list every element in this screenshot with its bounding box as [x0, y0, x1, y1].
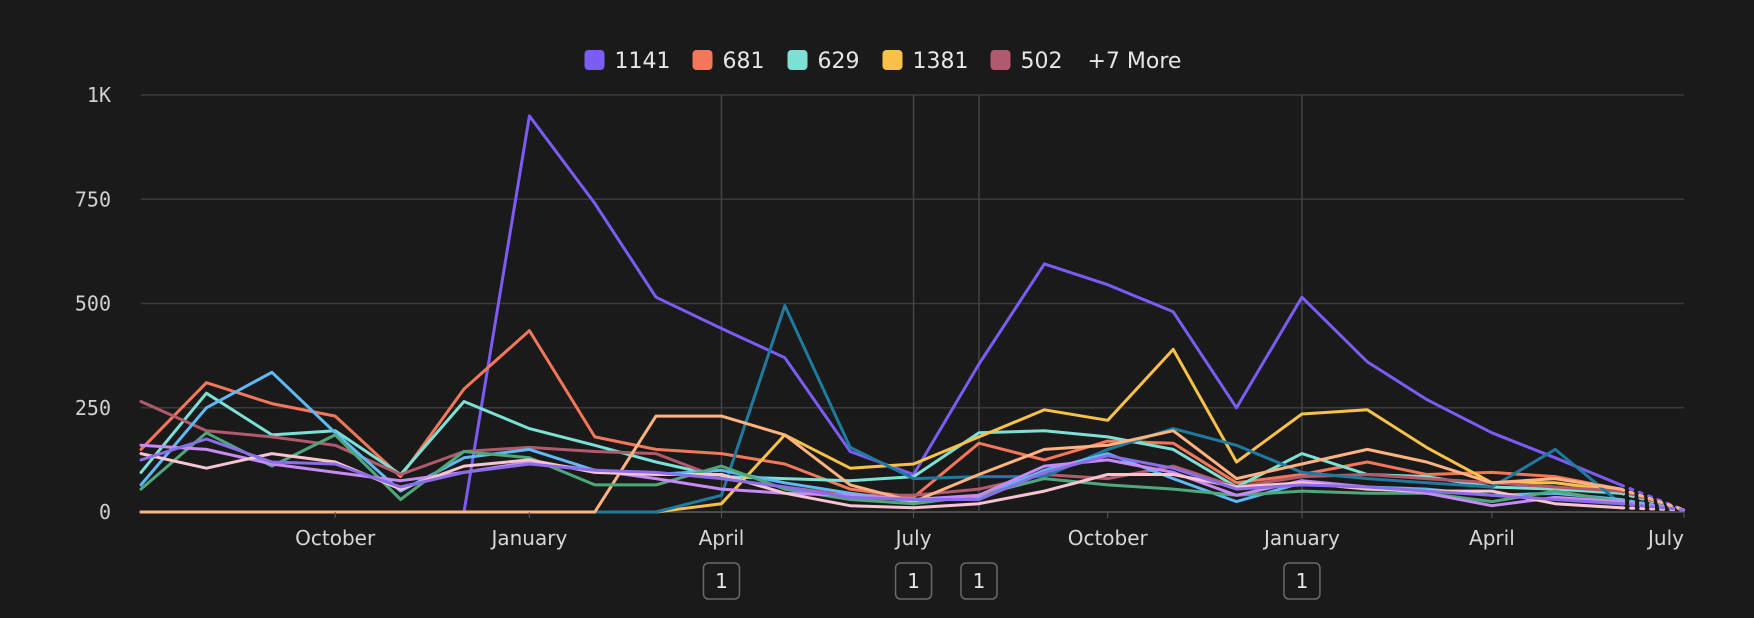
legend-item[interactable]: 681	[692, 49, 765, 74]
legend-swatch	[584, 50, 605, 70]
series-line-incomplete	[1619, 487, 1686, 512]
legend-swatch	[692, 50, 713, 70]
annotation-box	[702, 562, 741, 600]
annotation-label: 1	[907, 569, 920, 593]
legend-label: 502	[1021, 49, 1063, 74]
annotation-box	[894, 562, 933, 600]
legend-label: 1381	[913, 49, 969, 74]
y-tick-label: 500	[75, 292, 111, 316]
series-line[interactable]	[139, 114, 1623, 514]
legend-item[interactable]: 502	[990, 49, 1063, 74]
x-tick-label: October	[295, 526, 376, 550]
annotation-marker[interactable]: 1	[894, 562, 933, 600]
x-tick-label: July	[1646, 526, 1684, 550]
annotation-box	[960, 562, 998, 600]
legend-label: 681	[723, 49, 765, 74]
y-tick-label: 750	[75, 187, 111, 211]
gridlines	[141, 94, 1684, 513]
legend-item[interactable]: 629	[787, 49, 860, 74]
series-line-incomplete	[1619, 502, 1686, 512]
legend-item[interactable]: 1381	[882, 49, 969, 74]
series-line[interactable]	[139, 431, 1623, 506]
annotation-box	[1283, 562, 1321, 600]
legend-swatch	[990, 50, 1011, 70]
x-tick-label: October	[1068, 526, 1149, 550]
annotation-label: 1	[715, 569, 728, 593]
legend: 1141 681 629 1381 502 +7 More	[584, 49, 1182, 74]
annotation-label: 1	[973, 569, 986, 593]
annotation-markers: 1 1 1 1	[702, 562, 1321, 600]
series-line[interactable]	[139, 304, 1623, 514]
y-tick-label: 250	[75, 396, 111, 420]
y-tick-label: 0	[99, 500, 111, 524]
legend-item[interactable]: 1141	[584, 49, 671, 74]
legend-swatch	[882, 50, 903, 70]
legend-more-button[interactable]: +7 More	[1088, 49, 1182, 74]
series-line[interactable]	[139, 414, 1623, 514]
x-tick-label: January	[1262, 526, 1340, 550]
x-tick-label: April	[1469, 526, 1515, 550]
series-lines	[139, 114, 1686, 514]
y-tick-label: 1K	[87, 83, 111, 107]
legend-swatch	[787, 50, 808, 70]
x-tick-label: January	[489, 526, 567, 550]
x-tick-label: April	[699, 526, 745, 550]
annotation-label: 1	[1296, 569, 1309, 593]
axes: 0 250 500 750 1K October January April July Octob…	[75, 83, 1685, 550]
annotation-marker[interactable]: 1	[702, 562, 741, 600]
x-tick-label: July	[894, 526, 932, 550]
annotation-marker[interactable]: 1	[960, 562, 998, 600]
series-line[interactable]	[139, 437, 1623, 506]
annotation-marker[interactable]: 1	[1283, 562, 1321, 600]
legend-label: 1141	[615, 49, 671, 74]
legend-label: 629	[818, 49, 860, 74]
series-line[interactable]	[139, 400, 1623, 497]
series-line-incomplete	[1619, 483, 1686, 512]
